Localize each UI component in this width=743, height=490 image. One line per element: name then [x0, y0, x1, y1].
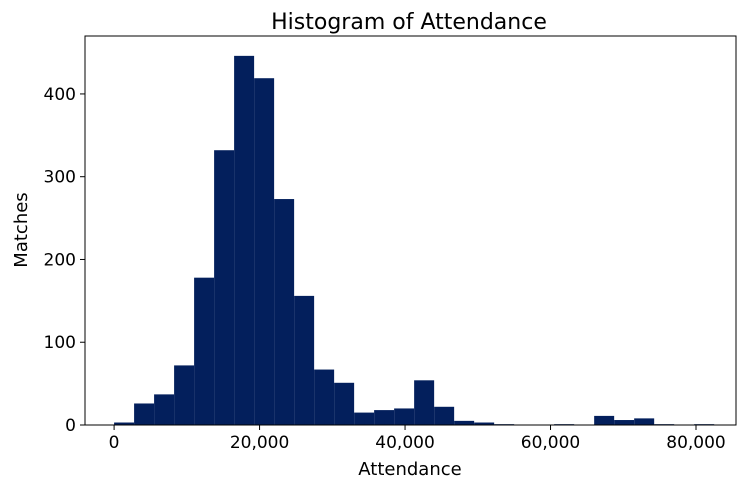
y-tick-label: 100 [44, 333, 76, 353]
histogram-bar [374, 410, 395, 425]
x-tick-label: 60,000 [521, 433, 580, 453]
bars-group [114, 55, 715, 426]
histogram-bar [454, 420, 475, 425]
histogram-bar [134, 403, 155, 425]
y-axis-label: Matches [11, 192, 32, 267]
histogram-bar [614, 420, 635, 425]
histogram-bar [334, 382, 355, 425]
y-tick-label: 0 [65, 416, 76, 436]
histogram-bar [194, 277, 215, 425]
histogram-bar [394, 408, 415, 425]
histogram-bar [594, 415, 615, 425]
histogram-bar [114, 422, 135, 425]
histogram-bar [174, 365, 195, 425]
histogram-bar [354, 412, 375, 425]
histogram-bar [434, 406, 455, 425]
chart-title: Histogram of Attendance [271, 10, 547, 35]
x-tick-label: 20,000 [230, 433, 289, 453]
histogram-bar [414, 380, 435, 425]
x-axis-label: Attendance [358, 459, 461, 480]
x-tick-label: 80,000 [666, 433, 725, 453]
y-tick-label: 200 [44, 250, 76, 270]
histogram-bar [154, 394, 175, 425]
x-tick-label: 0 [109, 433, 120, 453]
histogram-bar [214, 150, 235, 425]
y-tick-label: 400 [44, 85, 76, 105]
x-axis: 0 20,000 40,000 60,000 80,000 [109, 425, 726, 453]
x-tick-label: 40,000 [375, 433, 434, 453]
histogram-bar [294, 295, 315, 425]
histogram-bar [254, 78, 275, 426]
y-tick-label: 300 [44, 168, 76, 188]
plot-frame [84, 35, 737, 426]
histogram-bar [274, 199, 295, 425]
histogram-bar [634, 418, 655, 425]
histogram-bar [234, 55, 255, 425]
y-axis: 0 100 200 300 400 [44, 85, 85, 436]
histogram-bar [474, 422, 495, 425]
histogram-bar [314, 369, 335, 425]
